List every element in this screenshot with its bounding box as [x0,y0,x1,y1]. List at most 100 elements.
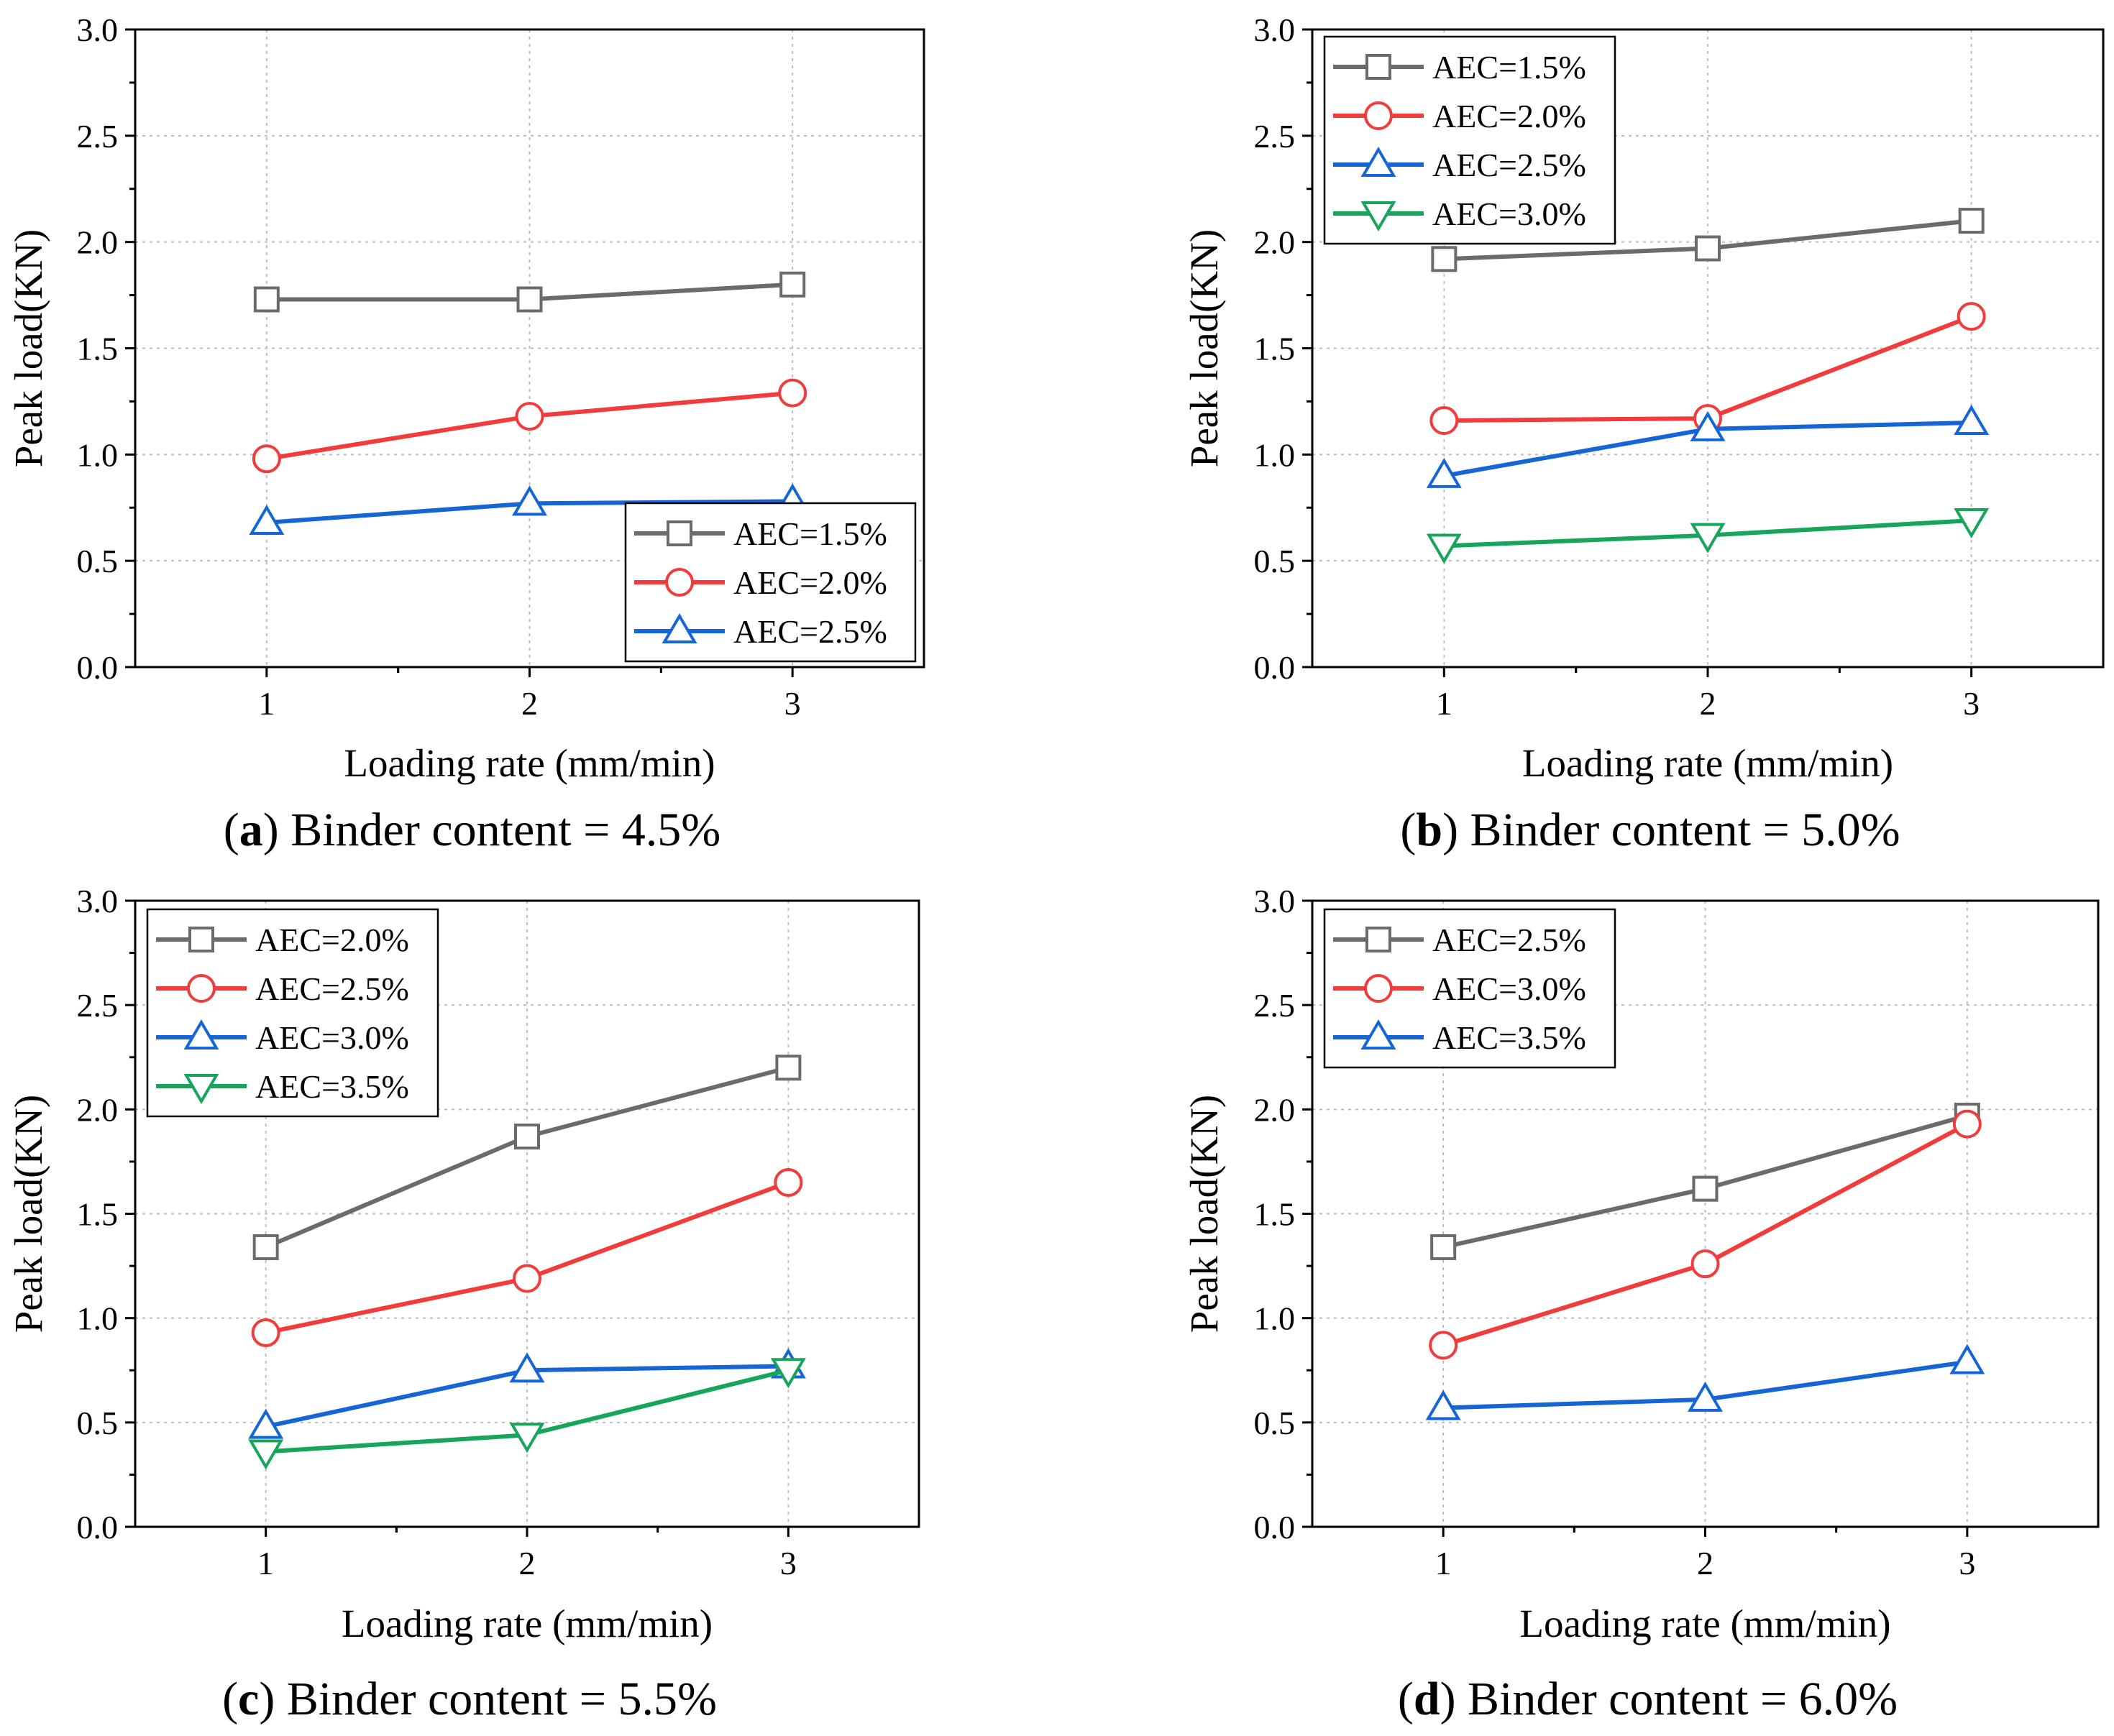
legend: AEC=2.0% AEC=2.5% AEC=3.0% AEC=3.5% [146,908,439,1118]
data-point [1690,1249,1720,1279]
y-tick-label: 1.0 [77,1300,119,1337]
data-point [516,286,543,313]
data-point [509,1423,545,1453]
data-point [1426,457,1462,488]
legend-marker [1365,54,1391,80]
data-point [515,402,544,431]
caption-text: Binder content = 6.0% [1468,1673,1898,1725]
legend-label: AEC=2.5% [255,970,409,1007]
x-axis-label: Loading rate (mm/min) [1519,1602,1890,1645]
y-tick-label: 3.0 [77,12,119,48]
caption-paren-close: ) [1440,1673,1468,1725]
data-point [1695,235,1721,262]
legend-marker [187,974,216,1003]
data-point [1429,406,1459,436]
panel-caption: (a) Binder content = 4.5% [224,804,721,856]
y-tick-label: 0.0 [77,649,119,686]
data-point [1430,1234,1457,1260]
x-axis-label: Loading rate (mm/min) [1522,741,1893,785]
x-axis-label: Loading rate (mm/min) [344,741,715,785]
y-tick-label: 1.0 [77,436,119,473]
x-tick-label: 2 [521,685,538,722]
data-point [775,1055,802,1081]
data-point [1690,410,1726,441]
x-tick-label: 2 [519,1545,536,1581]
legend-marker [1360,1019,1396,1050]
caption-paren-close: ) [1442,804,1470,856]
y-tick-label: 3.0 [77,883,119,919]
legend-marker [1360,147,1396,177]
y-tick-label: 2.5 [1254,987,1296,1024]
legend-label: AEC=3.0% [1432,970,1586,1007]
data-point [1958,208,1985,234]
y-tick-label: 1.5 [1254,331,1296,367]
legend-marker [1360,201,1396,231]
data-point [778,378,807,408]
panel-b: 0.0 0.5 1.0 1.5 2.0 2.5 3.0 1 2 3 Loading rate (mm… [1182,12,2105,856]
x-tick-label: 2 [1700,685,1716,722]
legend-label: AEC=2.5% [733,613,887,650]
data-point [252,1234,279,1260]
caption-text: Binder content = 4.5% [290,804,720,856]
data-point [1688,1381,1723,1412]
legend-label: AEC=2.0% [733,564,887,601]
y-tick-label: 3.0 [1254,883,1296,919]
data-point [252,444,281,474]
legend-label: AEC=3.5% [1432,1019,1586,1056]
data-point [1425,1390,1461,1420]
x-tick-label: 1 [257,1545,274,1581]
data-point [1431,246,1458,272]
data-point [1954,405,1990,435]
legend-marker [667,520,692,546]
data-point [1426,533,1462,564]
legend-label: AEC=1.5% [733,515,887,552]
panel-caption: (c) Binder content = 5.5% [222,1673,717,1725]
data-point [248,1439,284,1470]
data-point [513,1264,541,1293]
y-tick-label: 0.5 [1254,543,1296,579]
y-tick-label: 0.5 [1254,1405,1296,1441]
caption-letter: b [1416,804,1442,856]
data-point [770,1358,806,1389]
y-tick-label: 2.5 [77,118,119,155]
panel-a: 0.0 0.5 1.0 1.5 2.0 2.5 3.0 1 2 3 Loading rate (mm… [6,12,925,856]
x-tick-label: 3 [780,1545,797,1581]
y-tick-label: 1.5 [1254,1196,1296,1233]
y-tick-label: 1.0 [1254,1300,1296,1337]
legend: AEC=1.5% AEC=2.0% AEC=2.5% [624,502,917,663]
caption-paren-open: ( [1398,1673,1414,1725]
y-tick-label: 0.5 [77,543,119,579]
y-axis-label: Peak load(KN) [1182,1095,1226,1333]
data-point [774,1167,803,1197]
legend-label: AEC=3.0% [255,1019,409,1056]
legend-marker [183,1019,219,1050]
caption-letter: a [239,804,263,856]
data-point [1429,1331,1458,1360]
data-point [509,1352,545,1383]
y-tick-label: 0.0 [1254,1509,1296,1546]
y-tick-label: 2.5 [77,987,119,1024]
x-tick-label: 3 [1963,685,1980,722]
panel-c: 0.0 0.5 1.0 1.5 2.0 2.5 3.0 1 2 3 Loading rate (mm… [6,883,920,1725]
y-tick-label: 0.0 [1254,649,1296,686]
legend-label: AEC=2.0% [255,922,409,958]
caption-paren-open: ( [222,1673,238,1725]
legend-marker [665,568,694,597]
panel-caption: (d) Binder content = 6.0% [1398,1673,1898,1725]
y-tick-label: 2.0 [77,1091,119,1128]
y-axis-label: Peak load(KN) [1182,229,1226,467]
data-point [514,1124,540,1150]
y-tick-label: 2.0 [1254,224,1296,261]
caption-text: Binder content = 5.5% [287,1673,717,1725]
caption-paren-open: ( [1400,804,1416,856]
legend-marker [1364,101,1393,130]
legend-marker [662,613,697,643]
y-tick-label: 1.5 [77,331,119,367]
x-tick-label: 1 [258,685,275,722]
y-tick-label: 0.5 [77,1405,119,1441]
data-point [248,1408,284,1439]
legend-label: AEC=3.5% [255,1068,409,1105]
data-point [1690,523,1726,554]
legend-label: AEC=2.0% [1432,98,1586,134]
data-point [253,286,280,313]
